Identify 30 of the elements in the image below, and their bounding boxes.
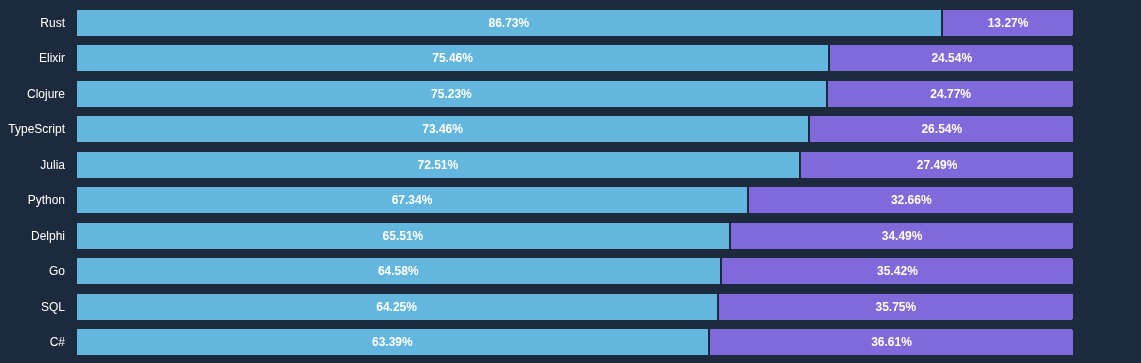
data-label: 75.46% [432,51,474,66]
y-tick-label: Go [48,264,66,279]
data-label: 73.46% [422,122,464,137]
data-label: 63.39% [371,335,413,350]
data-label: 24.77% [930,86,972,101]
data-label: 36.61% [871,335,913,350]
data-label: 13.27% [987,15,1029,30]
data-label: 26.54% [921,122,963,137]
y-tick-label: Julia [40,157,66,172]
data-label: 35.42% [877,264,919,279]
y-tick-label: SQL [40,299,66,314]
y-tick-label: C# [49,335,66,350]
data-label: 64.58% [377,264,419,279]
data-label: 27.49% [916,157,958,172]
data-label: 86.73% [488,15,530,30]
y-tick-label: Elixir [39,51,65,66]
y-tick-label: Clojure [26,86,66,101]
data-label: 34.49% [881,228,923,243]
data-label: 64.25% [376,299,418,314]
data-label: 72.51% [417,157,459,172]
y-tick-label: Delphi [30,228,65,243]
data-label: 65.51% [382,228,424,243]
data-label: 24.54% [931,51,973,66]
y-tick-label: Python [27,193,65,208]
data-label: 75.23% [431,86,473,101]
y-tick-label: TypeScript [8,122,66,137]
y-tick-label: Rust [40,15,66,30]
data-label: 32.66% [890,193,932,208]
data-label: 67.34% [391,193,433,208]
data-label: 35.75% [875,299,917,314]
